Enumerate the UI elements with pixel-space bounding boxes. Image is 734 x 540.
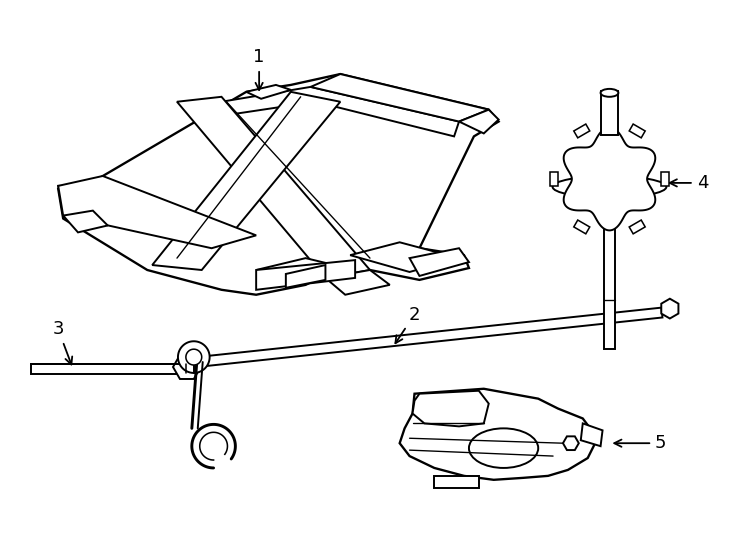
Polygon shape bbox=[58, 74, 498, 295]
Polygon shape bbox=[286, 265, 325, 288]
Ellipse shape bbox=[553, 176, 666, 198]
Polygon shape bbox=[173, 355, 200, 379]
Polygon shape bbox=[603, 226, 615, 349]
Ellipse shape bbox=[469, 428, 538, 468]
Polygon shape bbox=[325, 270, 390, 295]
Polygon shape bbox=[661, 299, 678, 319]
Polygon shape bbox=[550, 172, 558, 186]
Polygon shape bbox=[459, 110, 498, 133]
Polygon shape bbox=[186, 349, 202, 365]
Polygon shape bbox=[32, 364, 187, 374]
Text: 1: 1 bbox=[253, 48, 265, 90]
Polygon shape bbox=[178, 341, 210, 373]
Polygon shape bbox=[563, 436, 579, 450]
Polygon shape bbox=[410, 248, 469, 276]
Polygon shape bbox=[63, 211, 108, 232]
Polygon shape bbox=[192, 87, 459, 137]
Polygon shape bbox=[600, 91, 618, 136]
Polygon shape bbox=[256, 258, 355, 282]
Polygon shape bbox=[581, 423, 603, 446]
Polygon shape bbox=[58, 176, 256, 248]
Polygon shape bbox=[435, 476, 479, 488]
Polygon shape bbox=[196, 308, 663, 367]
Ellipse shape bbox=[600, 89, 618, 97]
Polygon shape bbox=[63, 186, 236, 248]
Polygon shape bbox=[564, 127, 655, 231]
Polygon shape bbox=[629, 220, 645, 234]
Text: 4: 4 bbox=[669, 174, 708, 192]
Polygon shape bbox=[177, 97, 370, 278]
Polygon shape bbox=[399, 389, 597, 480]
Polygon shape bbox=[574, 220, 589, 234]
Polygon shape bbox=[310, 74, 489, 122]
Polygon shape bbox=[629, 124, 645, 138]
Polygon shape bbox=[661, 172, 669, 186]
Polygon shape bbox=[413, 391, 489, 427]
Text: 2: 2 bbox=[396, 306, 421, 343]
Polygon shape bbox=[58, 186, 98, 215]
Text: 3: 3 bbox=[52, 320, 72, 364]
Text: 5: 5 bbox=[614, 434, 666, 452]
Polygon shape bbox=[152, 92, 341, 270]
Polygon shape bbox=[246, 85, 291, 99]
Polygon shape bbox=[350, 242, 459, 272]
Polygon shape bbox=[574, 124, 589, 138]
Polygon shape bbox=[256, 260, 355, 290]
